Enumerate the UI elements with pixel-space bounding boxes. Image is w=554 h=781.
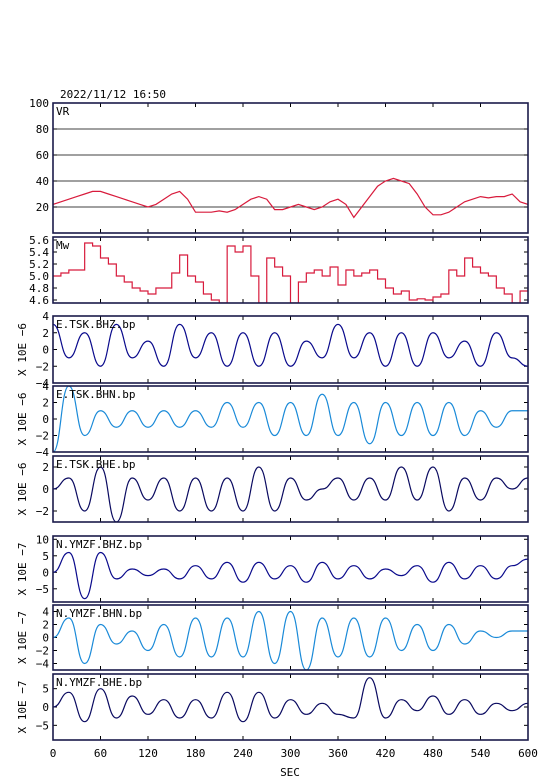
panel-frame xyxy=(52,102,529,234)
y-tick-label: 0 xyxy=(42,632,49,645)
panel-vr: 100 80 60 40 20 VR xyxy=(29,97,529,234)
x-axis-label: SEC xyxy=(280,766,300,779)
series-line-tsk-bhz xyxy=(53,323,528,367)
y-tick-label: 60 xyxy=(36,149,49,162)
y-tick-label: −4 xyxy=(36,446,50,459)
y-tick-label: −4 xyxy=(36,377,50,390)
panel-label: N.YMZF.BHZ.bp xyxy=(56,538,142,551)
series-line-mw xyxy=(53,242,528,303)
panel-tsk-bhe: 2 0 −2 E.TSK.BHE.bp X 10E −6 xyxy=(16,455,529,523)
y-tick-label: 0 xyxy=(42,483,49,496)
y-tick-label: 5.6 xyxy=(29,234,49,247)
panel-label: E.TSK.BHZ.bp xyxy=(56,318,135,331)
panel-frame xyxy=(52,385,529,453)
x-tick-label: 600 xyxy=(518,747,538,760)
y-tick-label: 4 xyxy=(42,310,49,323)
y-axis-label: X 10E −6 xyxy=(16,463,29,516)
y-tick-label: 0 xyxy=(42,413,49,426)
y-tick-label: −4 xyxy=(36,658,50,671)
y-tick-label: 5 xyxy=(42,683,49,696)
y-tick-label: 0 xyxy=(42,701,49,714)
panel-label: E.TSK.BHN.bp xyxy=(56,388,135,401)
panel-label: E.TSK.BHE.bp xyxy=(56,458,135,471)
panel-label: Mw xyxy=(56,239,70,252)
panel-ymzf-bhn: 420−2−4 N.YMZF.BHN.bp X 10E −7 xyxy=(16,604,529,671)
y-tick-label: 4 xyxy=(42,606,49,619)
y-axis-label: X 10E −7 xyxy=(16,543,29,596)
x-tick-label: 540 xyxy=(471,747,491,760)
panel-label: N.YMZF.BHN.bp xyxy=(56,607,142,620)
y-axis-label: X 10E −7 xyxy=(16,611,29,664)
x-tick-label: 300 xyxy=(281,747,301,760)
y-tick-label: 5 xyxy=(42,550,49,563)
y-tick-label: −2 xyxy=(36,505,49,518)
y-tick-label: 4.8 xyxy=(29,282,49,295)
series-line-tsk-bhe xyxy=(53,466,528,522)
panel-ymzf-bhz: 10 5 0 −5 N.YMZF.BHZ.bp X 10E −7 xyxy=(16,533,529,603)
y-tick-label: 5.0 xyxy=(29,270,49,283)
panel-mw: 5.65.45.25.04.84.6 Mw xyxy=(29,234,529,307)
x-tick-label: 120 xyxy=(138,747,158,760)
y-tick-label: 2 xyxy=(42,327,49,340)
x-tick-label: 480 xyxy=(423,747,443,760)
panel-frame xyxy=(52,604,529,671)
y-tick-label: 4 xyxy=(42,380,49,393)
panel-frame xyxy=(52,236,529,304)
y-tick-label: −5 xyxy=(36,583,49,596)
y-axis-label: X 10E −6 xyxy=(16,393,29,446)
series-line-ymzf-bhz xyxy=(53,551,528,600)
y-tick-label: −2 xyxy=(36,645,49,658)
header-datetime: 2022/11/12 16:50 xyxy=(60,88,166,101)
series-line-ymzf-bhe xyxy=(53,677,528,723)
y-tick-label: 5.2 xyxy=(29,258,49,271)
panel-frame xyxy=(52,673,529,741)
y-tick-label: 20 xyxy=(36,201,49,214)
y-tick-label: −2 xyxy=(36,360,49,373)
panel-label: N.YMZF.BHE.bp xyxy=(56,676,142,689)
series-line-tsk-bhn xyxy=(53,386,528,452)
x-axis: 0 60 120 180 240 300 360 420 480 540 600 xyxy=(50,747,538,760)
y-axis-label: X 10E −6 xyxy=(16,323,29,376)
series-line-vr xyxy=(53,177,528,219)
y-tick-label: −5 xyxy=(36,719,49,732)
panel-frame xyxy=(52,535,529,603)
x-tick-label: 60 xyxy=(94,747,107,760)
x-tick-label: 0 xyxy=(50,747,57,760)
y-axis-label: X 10E −7 xyxy=(16,681,29,734)
y-tick-label: −2 xyxy=(36,430,49,443)
y-tick-label: 40 xyxy=(36,175,49,188)
y-tick-label: 2 xyxy=(42,397,49,410)
y-tick-label: 80 xyxy=(36,123,49,136)
y-tick-label: 2 xyxy=(42,461,49,474)
panel-label: VR xyxy=(56,105,70,118)
x-tick-label: 180 xyxy=(186,747,206,760)
x-tick-label: 240 xyxy=(233,747,253,760)
y-tick-label: 10 xyxy=(36,533,49,546)
y-tick-label: 5.4 xyxy=(29,246,49,259)
panel-tsk-bhn: 4 2 0 −2 −4 E.TSK.BHN.bp X 10E −6 xyxy=(16,380,529,459)
panel-ymzf-bhe: 5 0 −5 N.YMZF.BHE.bp X 10E −7 xyxy=(16,673,529,741)
panel-frame xyxy=(52,455,529,523)
panel-tsk-bhz: 4 2 0 −2 −4 E.TSK.BHZ.bp X 10E −6 xyxy=(16,310,529,390)
series-line-ymzf-bhn xyxy=(53,610,528,670)
y-tick-label: 4.6 xyxy=(29,294,49,307)
y-tick-label: 0 xyxy=(42,344,49,357)
y-tick-label: 0 xyxy=(42,566,49,579)
y-tick-label: 100 xyxy=(29,97,49,110)
panel-frame xyxy=(52,315,529,384)
x-tick-label: 360 xyxy=(328,747,348,760)
y-tick-label: 2 xyxy=(42,619,49,632)
x-tick-label: 420 xyxy=(376,747,396,760)
